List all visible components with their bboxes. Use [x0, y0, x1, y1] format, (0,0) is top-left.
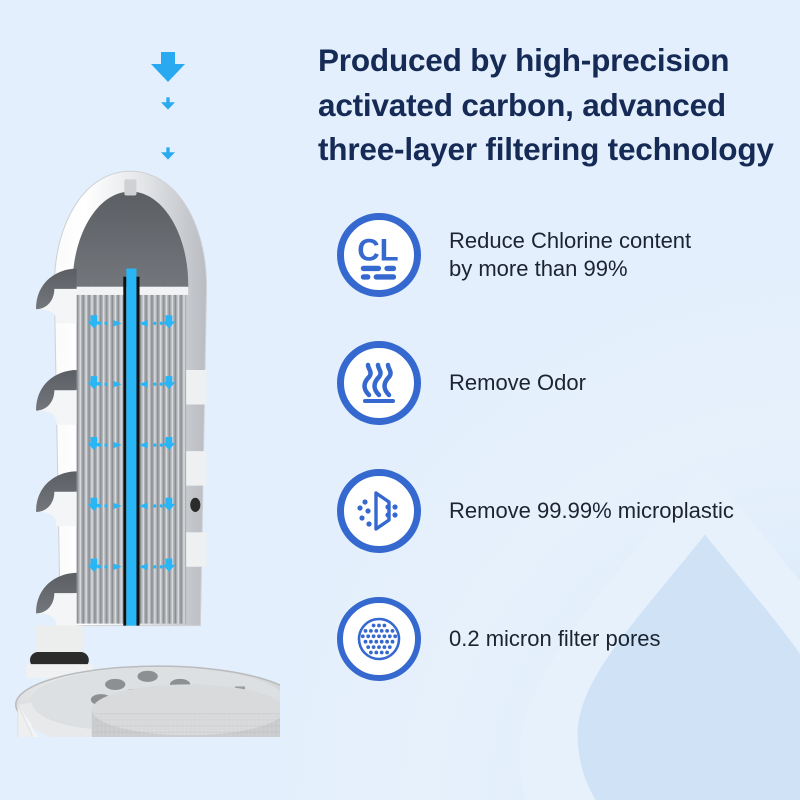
svg-text:CL: CL	[357, 232, 398, 267]
